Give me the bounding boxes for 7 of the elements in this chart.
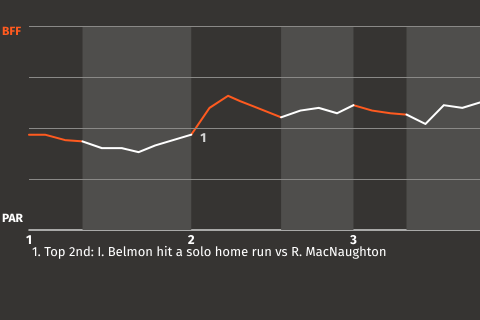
text: PAR xyxy=(2,212,24,226)
x-tick-label: 1 xyxy=(26,233,32,248)
text: 1. Top 2nd: I. Belmon hit a solo home run vs R. MacNaughton xyxy=(32,245,387,260)
text: BFF xyxy=(2,25,22,39)
x-tick-label: 2 xyxy=(188,233,195,248)
x-tick-label: 3 xyxy=(349,233,358,248)
annotation: 1 xyxy=(200,131,206,146)
